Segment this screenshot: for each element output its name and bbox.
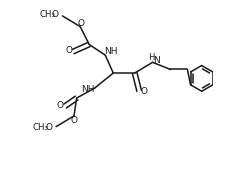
Text: N: N [153, 56, 159, 65]
Text: O: O [65, 46, 72, 55]
Text: O: O [70, 116, 77, 125]
Text: NH: NH [82, 85, 95, 94]
Text: O: O [78, 19, 85, 28]
Text: O: O [56, 101, 63, 110]
Text: O: O [45, 123, 53, 132]
Text: CH₃: CH₃ [39, 10, 55, 19]
Text: NH: NH [104, 47, 117, 56]
Text: CH₃: CH₃ [33, 123, 49, 132]
Text: O: O [52, 10, 59, 19]
Text: O: O [140, 87, 147, 96]
Text: H: H [149, 53, 155, 62]
